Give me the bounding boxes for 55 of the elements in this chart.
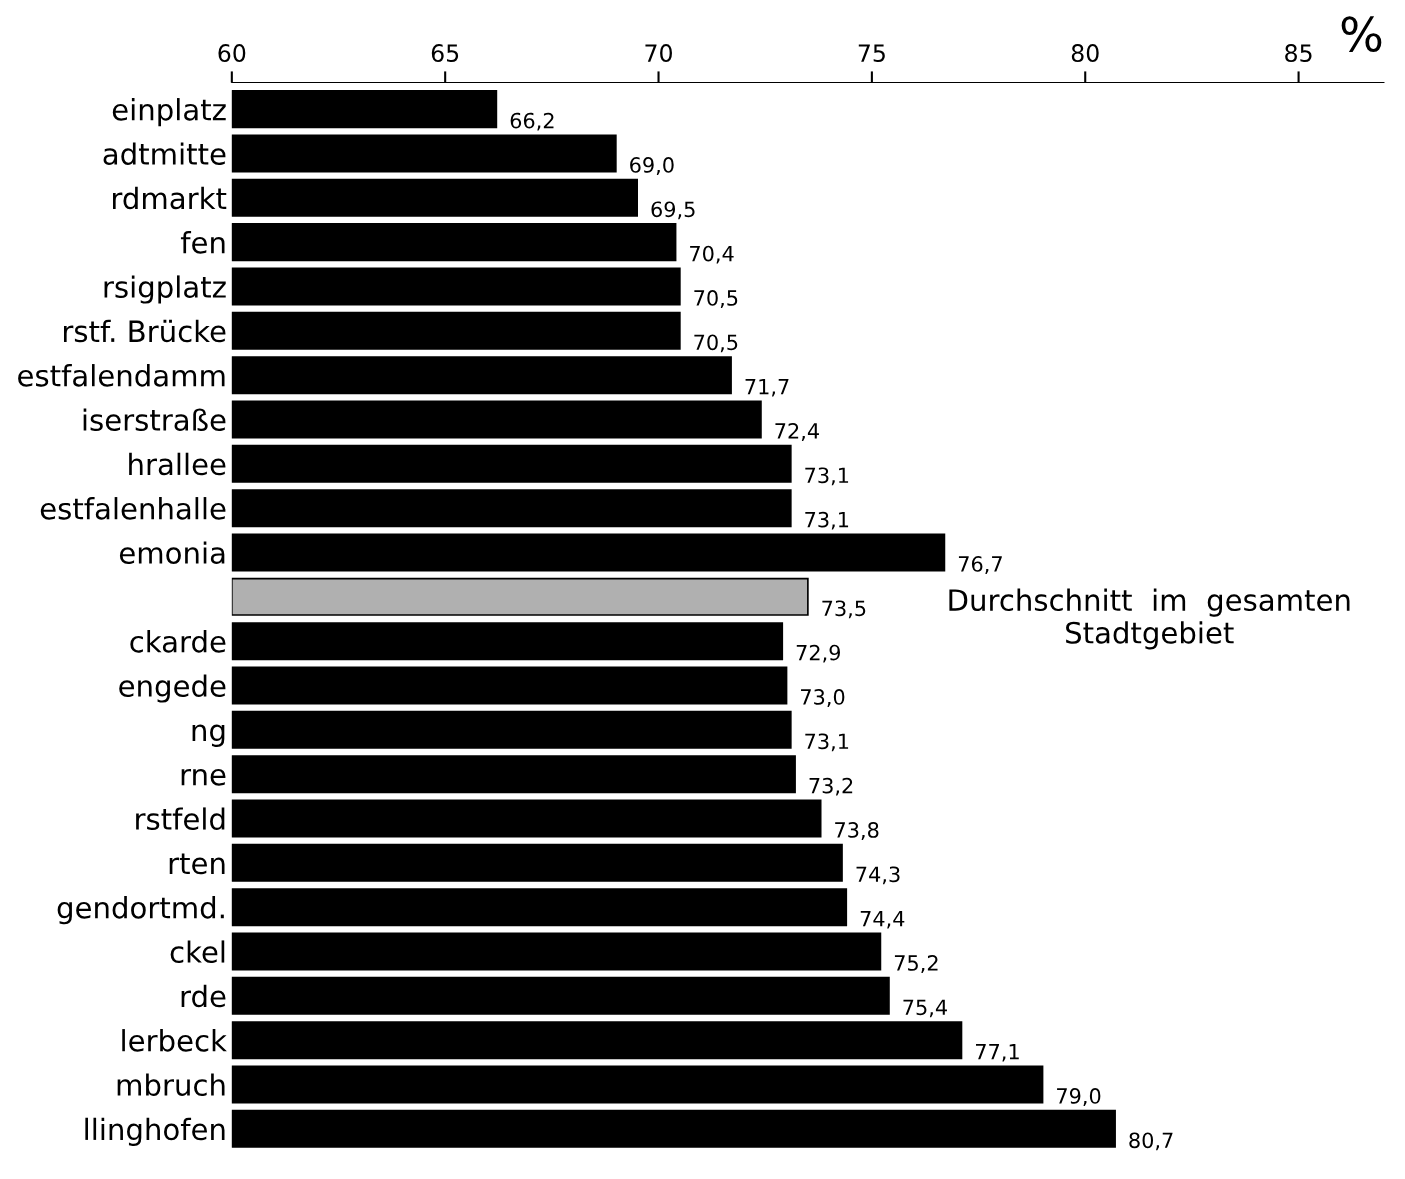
y-tick-label: ckel xyxy=(170,940,225,963)
data-label: 70,5 xyxy=(694,290,738,308)
y-tick-label: fen xyxy=(180,231,225,254)
x-tick-label: 80 xyxy=(1071,44,1099,62)
x-tick-label: 70 xyxy=(645,44,672,62)
y-tick-label: mbruch xyxy=(117,1073,225,1096)
data-label: 79,0 xyxy=(1057,1088,1101,1106)
y-tick-label: gendortmd. xyxy=(57,896,224,925)
data-label: 80,7 xyxy=(1129,1132,1173,1151)
data-label: 73,1 xyxy=(805,511,849,530)
data-label: 66,2 xyxy=(510,112,554,131)
x-tick-label: 60 xyxy=(218,44,246,62)
data-label: 70,4 xyxy=(690,245,734,264)
data-label: 73,1 xyxy=(805,467,849,486)
y-tick-label: rsigplatz xyxy=(104,275,226,304)
data-label: 73,2 xyxy=(809,777,853,796)
y-tick-label: ckarde xyxy=(130,630,226,653)
x-tick-label: 65 xyxy=(431,44,459,62)
y-tick-label: rten xyxy=(169,853,225,875)
data-label: 75,4 xyxy=(903,999,947,1018)
data-label: 75,2 xyxy=(894,955,938,973)
annotation: Durchschnitt im gesamten Stadtgebiet xyxy=(949,588,1350,650)
y-tick-label: iserstraße xyxy=(83,408,226,431)
data-label: 72,4 xyxy=(775,423,819,441)
data-label: 74,4 xyxy=(860,911,905,929)
x-tick-label: 75 xyxy=(858,44,885,62)
y-tick-label: rde xyxy=(181,984,226,1008)
data-label: 77,1 xyxy=(976,1044,1019,1062)
x-axis-title: % xyxy=(1341,16,1382,52)
data-label: 73,5 xyxy=(822,600,866,619)
y-tick-label: adtmitte xyxy=(103,142,226,165)
y-tick-label: rstf. Brücke xyxy=(64,319,226,343)
y-tick-label: ng xyxy=(192,724,225,747)
data-label: 76,7 xyxy=(958,556,1002,574)
y-tick-label: hrallee xyxy=(129,452,226,476)
data-label: 70,5 xyxy=(694,334,738,353)
y-tick-label: rdmarkt xyxy=(113,186,227,210)
y-tick-label: engede xyxy=(119,674,226,703)
data-label: 74,3 xyxy=(856,866,900,885)
data-label: 71,7 xyxy=(745,379,789,397)
y-tick-label: estfalendamm xyxy=(18,364,225,387)
y-tick-label: lerbeck xyxy=(122,1029,227,1052)
data-label: 73,0 xyxy=(801,689,845,707)
data-label: 69,5 xyxy=(651,201,695,220)
data-label: 69,0 xyxy=(630,157,674,175)
y-tick-label: estfalenhalle xyxy=(40,497,226,520)
data-label: 73,8 xyxy=(835,822,879,840)
y-tick-label: einplatz xyxy=(112,98,226,127)
y-tick-label: rne xyxy=(181,768,226,786)
y-tick-label: rstfeld xyxy=(136,807,225,830)
x-tick-label: 85 xyxy=(1285,44,1312,62)
y-tick-label: llinghofen xyxy=(85,1117,225,1146)
data-label: 73,1 xyxy=(805,733,849,752)
data-label: 72,9 xyxy=(796,644,840,663)
y-tick-label: emonia xyxy=(119,541,225,564)
